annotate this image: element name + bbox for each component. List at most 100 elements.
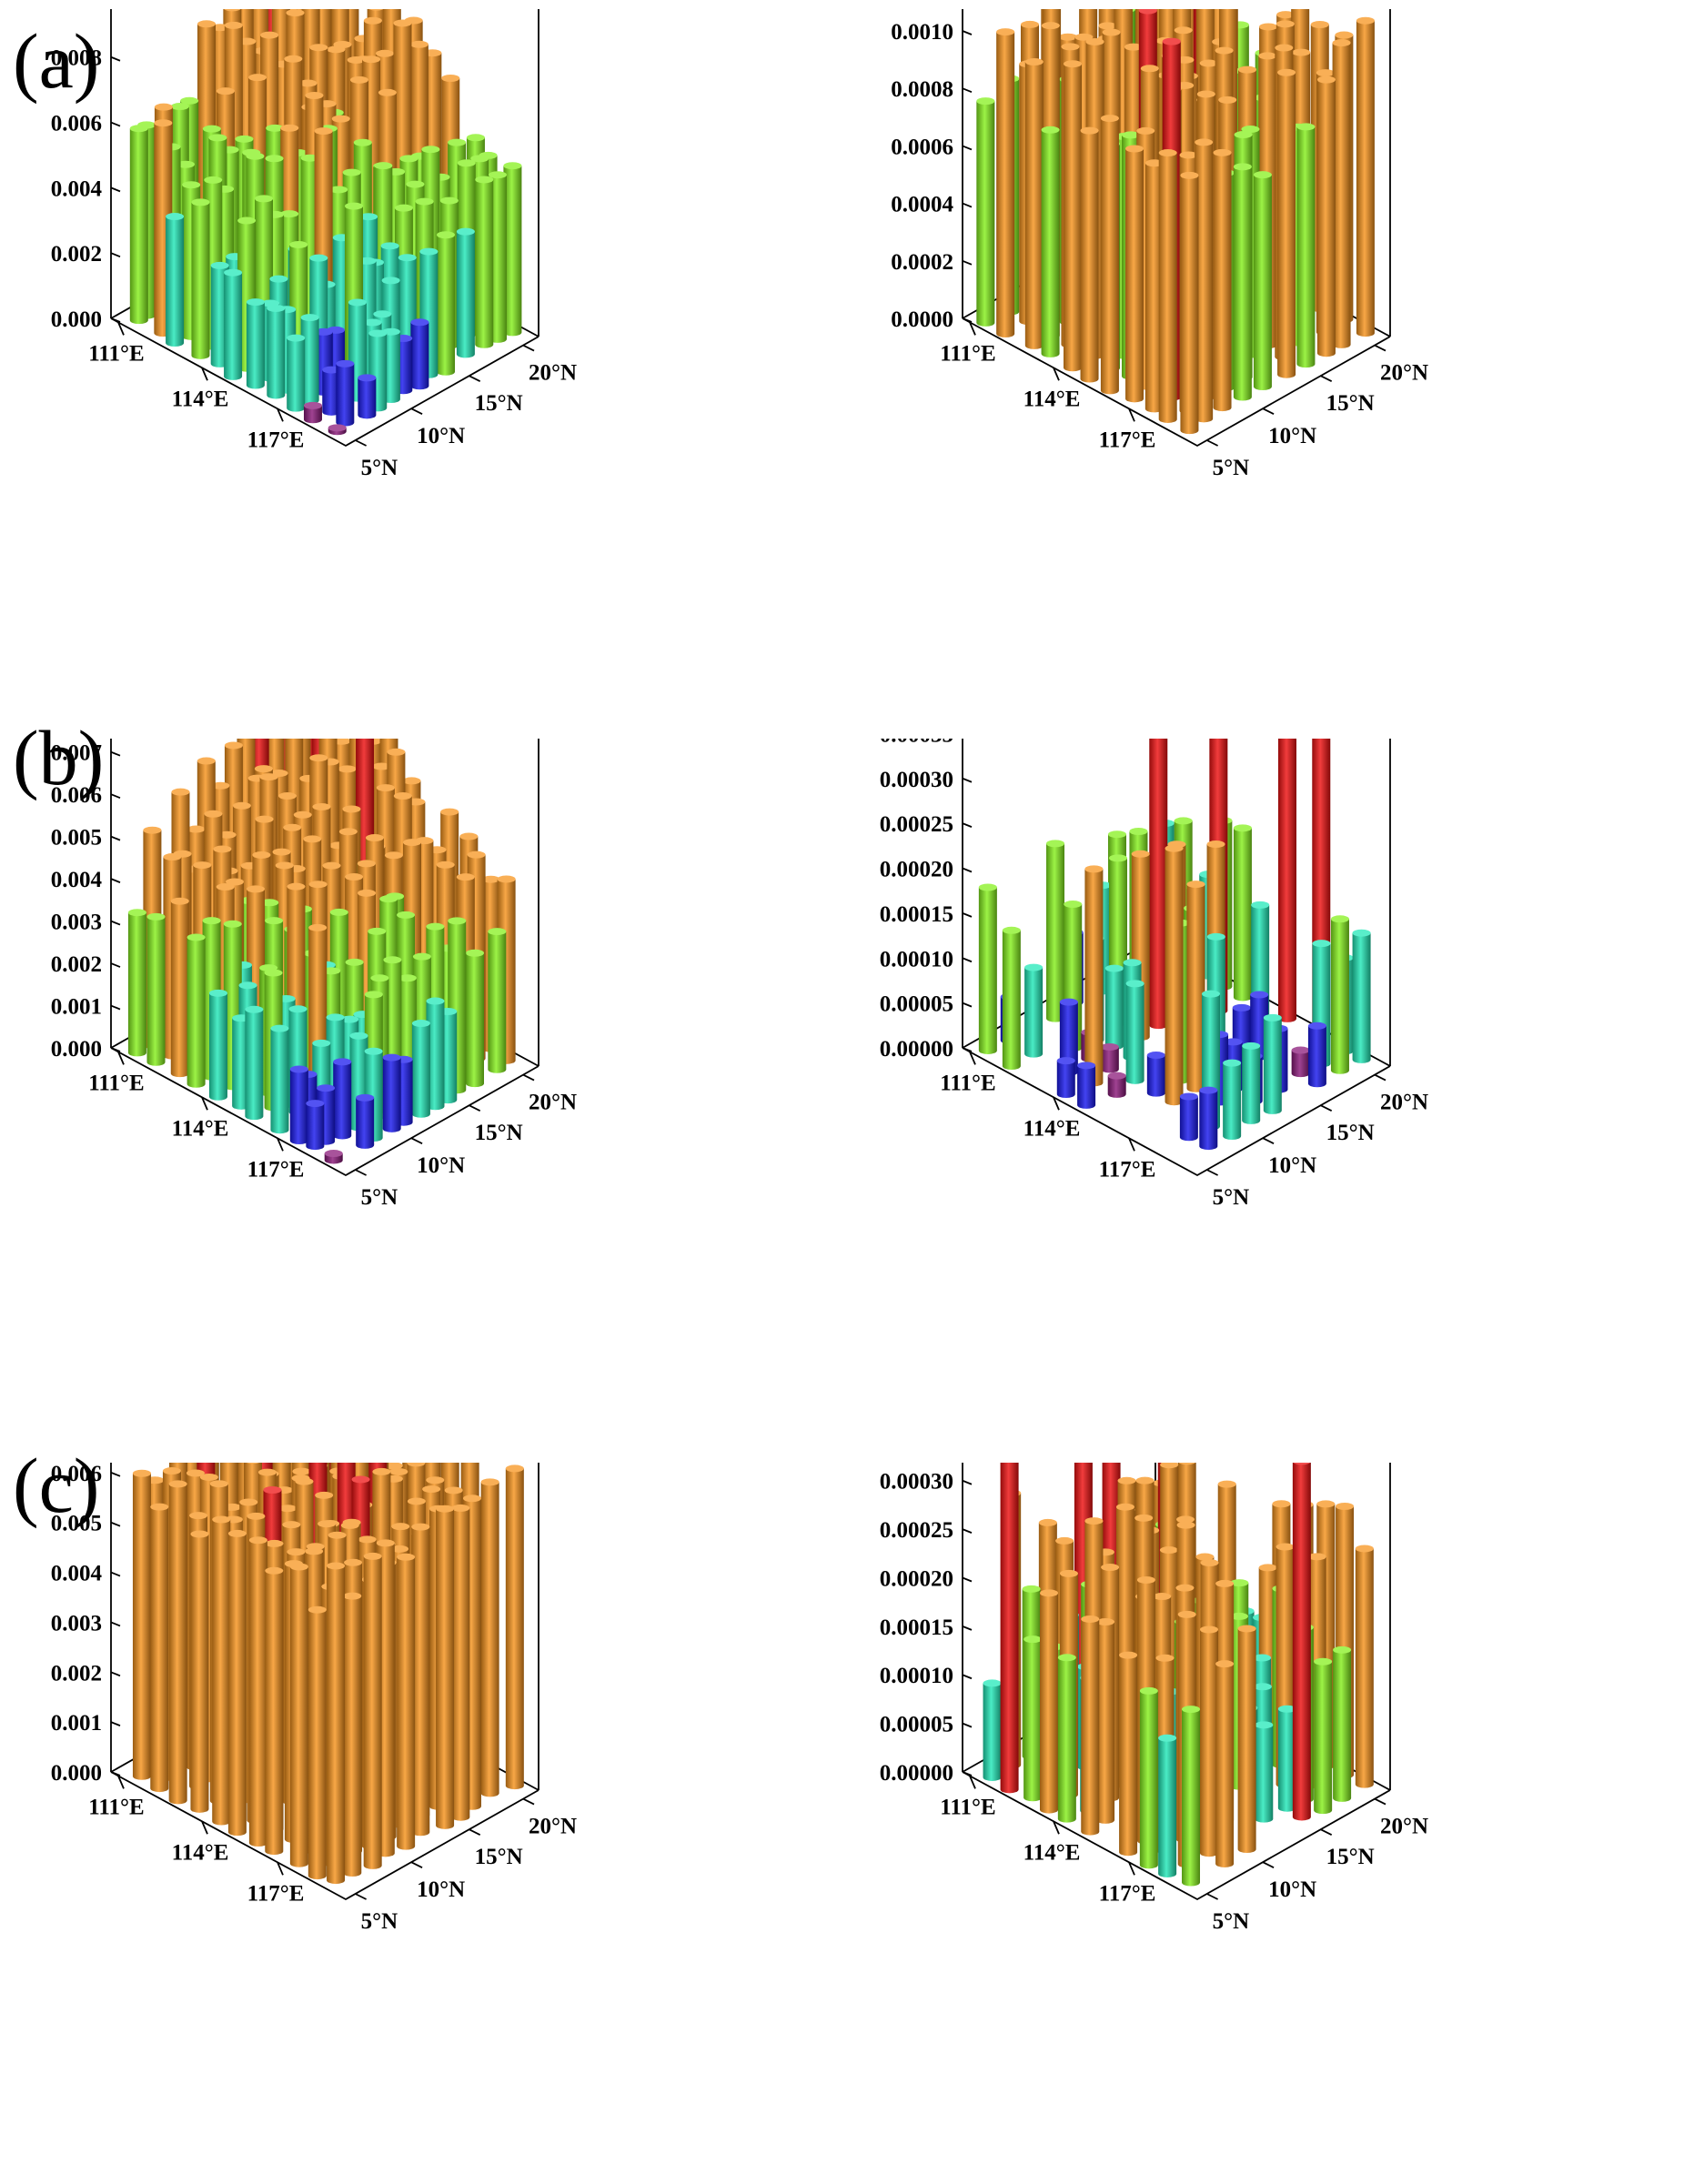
bar-top (410, 318, 429, 327)
bar-top (497, 875, 516, 883)
bar-top (415, 197, 434, 206)
z-tick-mark (410, 1861, 423, 1869)
bar-top (411, 1523, 430, 1531)
z-tick-mark (1206, 439, 1219, 447)
bar-top (1024, 58, 1044, 66)
bar-top (247, 1512, 266, 1520)
bar-top (287, 1548, 306, 1556)
bar (1104, 964, 1124, 1051)
y-tick-mark (110, 920, 121, 926)
bar-top (412, 952, 431, 961)
bar-top (393, 19, 412, 27)
bar-top (1177, 1610, 1196, 1618)
bar (465, 949, 484, 1088)
bar-body (132, 1473, 151, 1780)
bar-body (129, 128, 148, 325)
bar (1182, 1706, 1201, 1887)
bar-top (298, 79, 318, 87)
bar (1064, 60, 1083, 372)
bar-top (1136, 1575, 1155, 1584)
bar-top (1316, 69, 1335, 77)
chart-c-left: 0.0000.0010.0020.0030.0040.0050.0060.007… (0, 1463, 846, 2181)
bar-body (983, 1683, 1002, 1781)
bar (146, 912, 166, 1066)
bar (1292, 1463, 1311, 1821)
chart-b-left: 0.000 0.001 0.002 0.003 0.004 0.005 0.006 0.007… (0, 739, 846, 1457)
z-tick-label: 5°N (361, 456, 398, 480)
bar (1199, 1086, 1218, 1151)
bar (426, 997, 445, 1111)
y-tick-mark (962, 1001, 973, 1008)
y-tick-label: 0.0000 (891, 307, 953, 332)
bar-body (488, 931, 507, 1073)
bar (212, 1515, 231, 1826)
bar-top (277, 792, 297, 800)
bar-top (978, 883, 997, 891)
bar (303, 401, 322, 424)
bar-top (308, 881, 328, 889)
y-tick-mark (962, 1674, 973, 1680)
bar-top (235, 135, 254, 143)
bar-top (389, 1467, 408, 1475)
bar-top (1102, 28, 1121, 36)
y-tick-label: 0.008 (51, 46, 102, 71)
bar-top (312, 1039, 331, 1047)
x-tick-label: 111°E (88, 1795, 144, 1819)
bar-top (1057, 1654, 1076, 1662)
y-tick-label: 0.006 (51, 1463, 102, 1486)
bar (1333, 1646, 1352, 1802)
bar-top (293, 810, 312, 819)
z-tick-label: 20°N (529, 361, 577, 386)
bar-top (1055, 1536, 1074, 1545)
z-tick-mark (355, 1893, 368, 1900)
bar-top (344, 202, 363, 210)
x-tick-label: 117°E (1099, 428, 1156, 452)
bar-top (1232, 1003, 1251, 1011)
bar-top (308, 1605, 327, 1614)
bar-body (503, 166, 522, 337)
bar-body (127, 912, 146, 1057)
bar-top (1162, 37, 1181, 45)
bar-top (1039, 1589, 1058, 1597)
bar-top (336, 359, 355, 367)
bar-body (322, 369, 341, 416)
bar (1002, 926, 1021, 1071)
bar-body (1096, 1622, 1115, 1824)
bar-top (1119, 1651, 1138, 1659)
bar-top (127, 909, 146, 917)
y-tick-mark (962, 1722, 973, 1728)
bar-body (303, 405, 322, 424)
bar-top (358, 889, 377, 897)
y-tick-mark (110, 962, 121, 968)
floor-front-edges (110, 1771, 539, 1901)
bar-top (1146, 1052, 1165, 1060)
bar-top (238, 981, 257, 990)
bar-top (322, 967, 341, 975)
z-tick-label: 5°N (1213, 1909, 1250, 1934)
bar-top (143, 826, 162, 834)
bar (1024, 963, 1044, 1058)
z-tick-mark (469, 1104, 481, 1112)
bar-top (170, 897, 189, 905)
bar-top (1199, 1625, 1218, 1634)
bar-top (397, 911, 416, 919)
bar-top (227, 1529, 247, 1537)
bar-top (267, 304, 286, 312)
bar-top (1275, 1543, 1295, 1551)
bar (191, 198, 210, 359)
y-tick-mark (110, 317, 121, 323)
bar (1356, 16, 1375, 337)
x-tick-label: 117°E (247, 1881, 305, 1906)
y-tick-label: 0.002 (51, 242, 102, 267)
y-tick-mark (110, 1004, 121, 1011)
bar-top (324, 1150, 343, 1158)
bar-top (275, 861, 294, 870)
bar (480, 1478, 499, 1797)
bar-body (308, 1609, 327, 1880)
bar-top (303, 401, 322, 409)
bar-top (1129, 827, 1148, 835)
z-tick-mark (522, 1797, 535, 1806)
bar-top (362, 55, 381, 64)
bar (436, 1505, 455, 1829)
bar-top (1200, 1559, 1219, 1567)
